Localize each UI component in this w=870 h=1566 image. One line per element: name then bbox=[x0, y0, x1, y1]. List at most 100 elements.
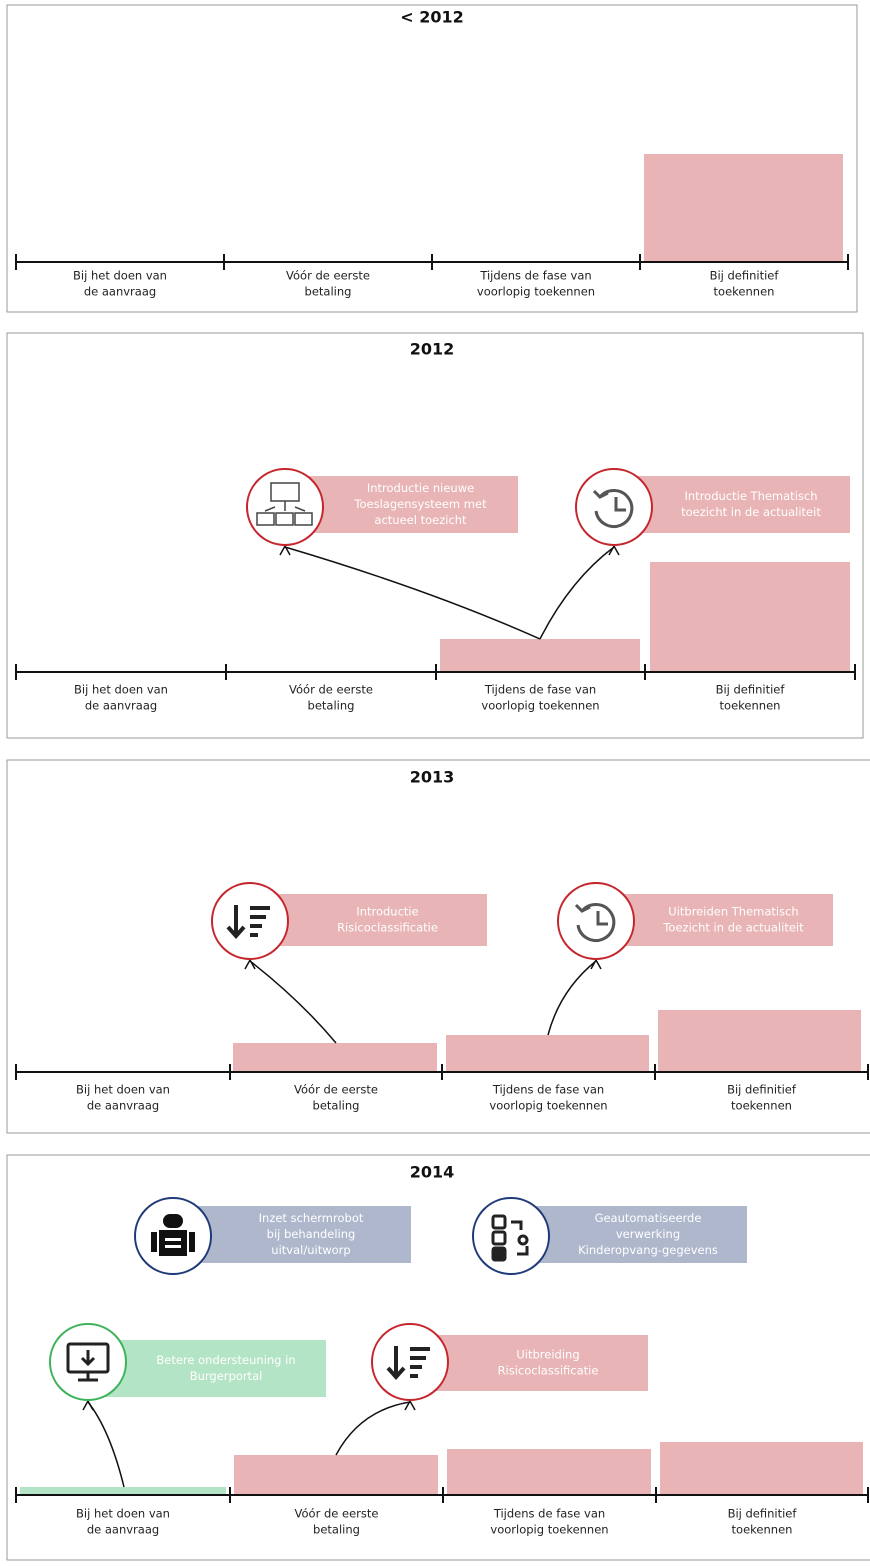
icon-arm bbox=[151, 1232, 157, 1252]
callout-box bbox=[88, 1340, 326, 1397]
callout-box bbox=[410, 1335, 648, 1391]
callout-text: bij behandeling bbox=[267, 1227, 356, 1241]
connector bbox=[284, 546, 541, 640]
connector bbox=[539, 546, 615, 640]
icon-sq bbox=[491, 1214, 507, 1230]
callout-text: Risicoclassificatie bbox=[498, 1364, 599, 1378]
callout-text: Introductie Thematisch bbox=[685, 489, 818, 503]
connector bbox=[249, 960, 337, 1044]
icon-hands bbox=[614, 497, 626, 512]
phase-label: de aanvraag bbox=[87, 1523, 159, 1537]
icon-arc bbox=[594, 489, 634, 528]
phase-label: Tijdens de fase van bbox=[484, 683, 596, 697]
icon-slot bbox=[165, 1245, 181, 1248]
callout-text: Risicoclassificatie bbox=[337, 921, 438, 935]
callout-circle bbox=[575, 468, 653, 546]
icon-link bbox=[264, 501, 306, 512]
connector bbox=[547, 960, 597, 1036]
phase-label: toekennen bbox=[731, 1099, 792, 1113]
callout-text: toezicht in de actualiteit bbox=[681, 505, 821, 519]
callout-text: Introductie bbox=[356, 905, 418, 919]
callout-circle bbox=[371, 1323, 449, 1401]
phase-label: Bij definitief bbox=[728, 1507, 798, 1521]
phase-bar bbox=[660, 1442, 863, 1495]
icon-sq bbox=[491, 1230, 507, 1246]
phase-label: Tijdens de fase van bbox=[479, 269, 591, 283]
callout-text: Geautomatiseerde bbox=[595, 1211, 702, 1225]
phase-bar bbox=[658, 1010, 861, 1072]
phase-label: voorlopig toekennen bbox=[490, 1523, 608, 1537]
phase-bar bbox=[440, 639, 640, 672]
phase-bar bbox=[234, 1455, 438, 1495]
icon bbox=[226, 905, 270, 940]
callout-circle bbox=[557, 882, 635, 960]
icon-arrow bbox=[511, 1220, 529, 1256]
callout-text: actueel toezicht bbox=[374, 513, 467, 527]
phase-label: voorlopig toekennen bbox=[481, 699, 599, 713]
phase-bar bbox=[20, 1487, 226, 1495]
callout-box bbox=[173, 1206, 411, 1263]
phase-label: de aanvraag bbox=[85, 699, 157, 713]
icon-arrow bbox=[226, 905, 246, 940]
callout-text: Kinderopvang-gegevens bbox=[578, 1243, 718, 1257]
icon-box bbox=[275, 512, 294, 526]
phase-label: Vóór de eerste bbox=[289, 683, 373, 697]
icon bbox=[386, 1346, 430, 1381]
icon-head bbox=[163, 1214, 183, 1228]
phase-label: Bij het doen van bbox=[76, 1083, 170, 1097]
icon-sq bbox=[491, 1246, 507, 1262]
icon-body bbox=[159, 1230, 187, 1256]
icon-lines bbox=[410, 1347, 430, 1378]
icon-box bbox=[294, 512, 313, 526]
callout-circle bbox=[472, 1197, 550, 1275]
icon-arrow bbox=[574, 903, 591, 913]
icon-arc bbox=[576, 903, 616, 942]
panel-title: < 2012 bbox=[400, 8, 464, 27]
callout-text: verwerking bbox=[616, 1227, 680, 1241]
phase-bar bbox=[446, 1035, 649, 1072]
phase-label: Bij definitief bbox=[710, 269, 780, 283]
phase-label: betaling bbox=[308, 699, 355, 713]
panel-title: 2012 bbox=[410, 340, 455, 359]
phase-label: toekennen bbox=[720, 699, 781, 713]
phase-label: Bij definitief bbox=[716, 683, 786, 697]
connector bbox=[335, 1401, 411, 1456]
callout-box bbox=[250, 894, 487, 946]
phase-label: Bij het doen van bbox=[76, 1507, 170, 1521]
phase-label: betaling bbox=[305, 285, 352, 299]
icon-arrow bbox=[386, 1346, 406, 1381]
icon-box bbox=[256, 512, 275, 526]
panel-title: 2013 bbox=[410, 768, 455, 787]
phase-bar bbox=[650, 562, 850, 672]
callout-box bbox=[614, 476, 850, 533]
callout-text: Uitbreiden Thematisch bbox=[668, 905, 798, 919]
phase-label: Bij definitief bbox=[727, 1083, 797, 1097]
phase-label: Tijdens de fase van bbox=[493, 1507, 605, 1521]
phase-bar bbox=[447, 1449, 651, 1495]
panel bbox=[6, 759, 870, 1134]
phase-label: voorlopig toekennen bbox=[489, 1099, 607, 1113]
callout-text: Burgerportal bbox=[190, 1369, 263, 1383]
phase-label: Tijdens de fase van bbox=[492, 1083, 604, 1097]
phase-label: Bij het doen van bbox=[74, 683, 168, 697]
icon-stand bbox=[78, 1350, 98, 1382]
panel-title: 2014 bbox=[410, 1163, 455, 1182]
callout-text: Toezicht in de actualiteit bbox=[662, 921, 804, 935]
phase-label: toekennen bbox=[714, 285, 775, 299]
phase-label: de aanvraag bbox=[87, 1099, 159, 1113]
icon bbox=[592, 489, 634, 528]
phase-label: Vóór de eerste bbox=[286, 269, 370, 283]
callout-text: Uitbreiding bbox=[516, 1348, 579, 1362]
icon bbox=[151, 1214, 195, 1256]
phase-label: betaling bbox=[313, 1099, 360, 1113]
icon-arrow bbox=[592, 489, 609, 499]
icon bbox=[66, 1342, 110, 1382]
callout-box bbox=[596, 894, 833, 946]
callout-text: Toeslagensysteem met bbox=[353, 497, 487, 511]
icon-slot bbox=[165, 1238, 181, 1241]
icon-lines bbox=[250, 906, 270, 937]
icon bbox=[256, 482, 313, 526]
icon bbox=[574, 903, 616, 942]
callout-text: Inzet schermrobot bbox=[259, 1211, 364, 1225]
